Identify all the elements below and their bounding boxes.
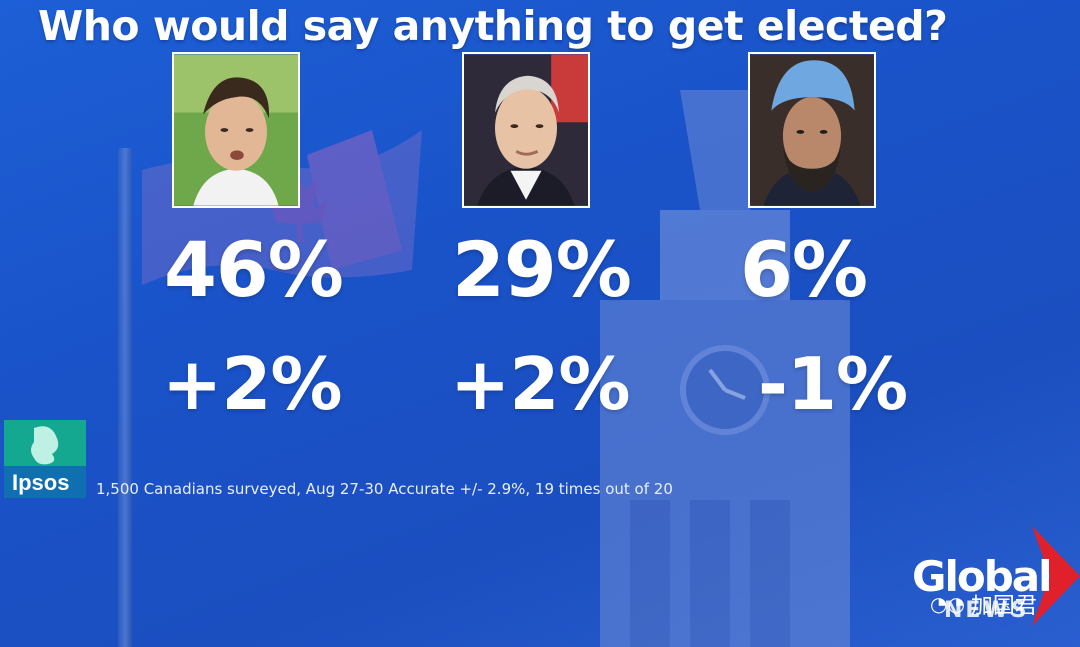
- change-candidate-2: +2%: [450, 342, 631, 426]
- change-candidate-3: -1%: [758, 342, 908, 426]
- percent-candidate-3: 6%: [740, 225, 868, 314]
- global-news-logo-icon: [1032, 526, 1080, 626]
- watermark-text: 加国君: [970, 594, 1037, 619]
- ipsos-logo-text: Ipsos: [12, 470, 69, 495]
- ipsos-logo: Ipsos: [4, 420, 86, 498]
- flagpole: [118, 148, 132, 647]
- percent-candidate-1: 46%: [164, 225, 344, 314]
- wechat-icon: ◔◔: [930, 592, 965, 616]
- headline: Who would say anything to get elected?: [38, 2, 948, 50]
- candidate-photo-2: [462, 52, 590, 208]
- change-candidate-1: +2%: [162, 342, 343, 426]
- news-logo-text: NEWS: [944, 598, 1030, 623]
- global-logo-text: Global: [912, 552, 1053, 601]
- watermark: ◔◔ 加国君: [930, 588, 1037, 620]
- candidate-photo-3: [748, 52, 876, 208]
- percent-candidate-2: 29%: [452, 225, 632, 314]
- source-note: 1,500 Canadians surveyed, Aug 27-30 Accu…: [96, 480, 673, 498]
- peace-tower-image: [600, 90, 850, 647]
- candidate-photo-1: [172, 52, 300, 208]
